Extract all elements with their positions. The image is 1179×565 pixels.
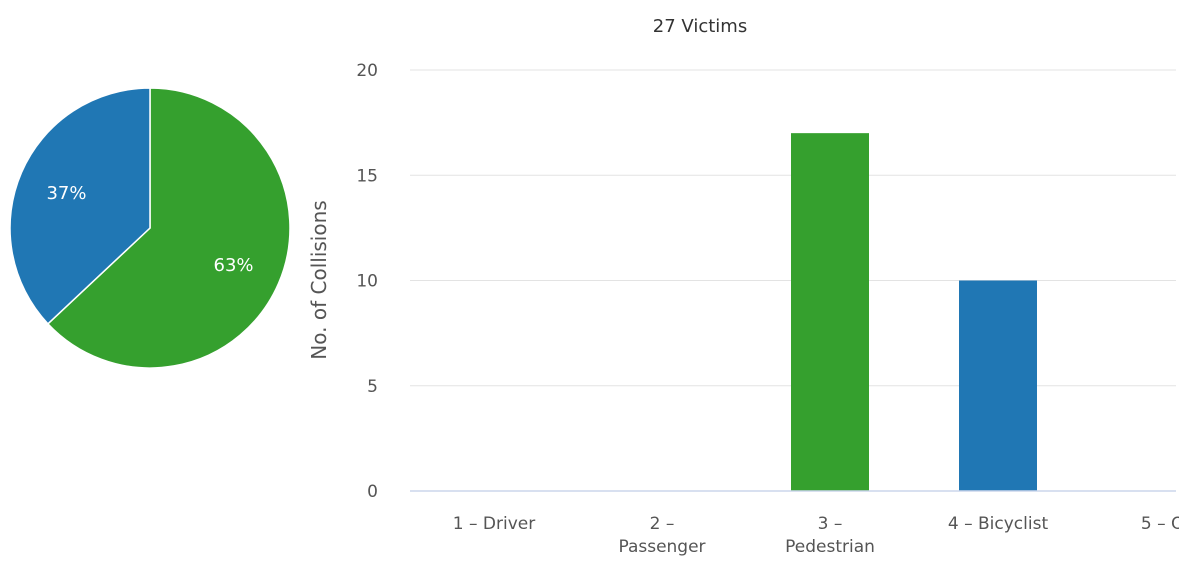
y-tick-label: 5 — [367, 377, 378, 397]
y-axis-label: No. of Collisions — [307, 200, 331, 359]
y-tick-label: 0 — [367, 482, 378, 502]
x-tick-label: 2 – — [650, 514, 675, 534]
bars — [791, 133, 1037, 491]
pie-slice-1 — [46, 87, 291, 369]
y-tick-label: 15 — [356, 166, 378, 186]
x-tick-label: 3 – — [818, 514, 843, 534]
chart-title: 27 Victims — [653, 16, 747, 37]
y-tick-labels: 0 5 10 15 20 — [356, 61, 378, 502]
x-tick-label: Passenger — [618, 537, 705, 557]
bar-3 — [791, 133, 869, 491]
bar-chart: 27 Victims No. of Collisions 0 5 10 15 20 1 … — [307, 16, 1179, 557]
pie-slice-label-2: 37% — [46, 183, 86, 204]
pie-slice-label-1: 63% — [214, 255, 254, 276]
x-tick-label: 5 – Ot — [1141, 514, 1179, 534]
y-tick-label: 20 — [356, 61, 378, 81]
x-tick-label: 1 – Driver — [453, 514, 535, 534]
pie-labels: 63% 37% — [46, 183, 253, 276]
x-tick-label: Pedestrian — [785, 537, 875, 557]
bar-4 — [959, 280, 1037, 491]
y-tick-label: 10 — [356, 272, 378, 292]
pie-slices — [9, 87, 291, 369]
x-tick-label: 4 – Bicyclist — [948, 514, 1049, 534]
pie-slice-2 — [9, 87, 151, 325]
x-tick-labels: 1 – Driver 2 – Passenger 3 – Pedestrian 4 – B… — [453, 514, 1179, 557]
pie-chart: 63% 37% — [9, 87, 291, 369]
